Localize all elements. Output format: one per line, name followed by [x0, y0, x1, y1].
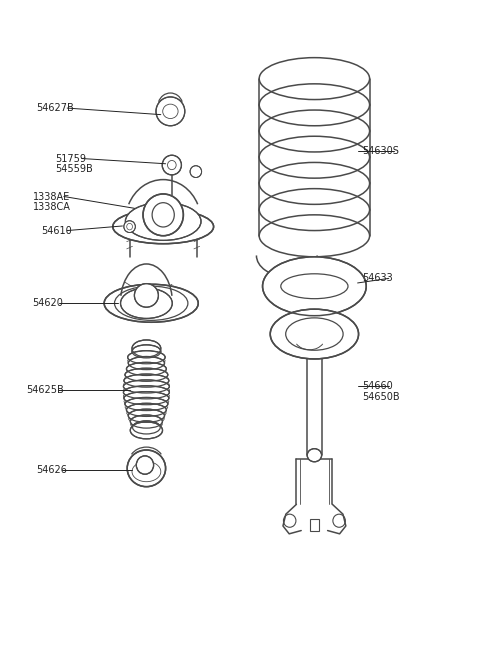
Text: 51759: 51759 — [55, 153, 86, 164]
Text: 1338AE: 1338AE — [33, 191, 70, 202]
Ellipse shape — [127, 450, 166, 487]
Ellipse shape — [130, 422, 163, 439]
Ellipse shape — [120, 288, 172, 318]
Text: 54633: 54633 — [362, 273, 393, 284]
Ellipse shape — [113, 210, 214, 244]
Text: 54627B: 54627B — [36, 103, 74, 113]
Ellipse shape — [123, 386, 169, 399]
Ellipse shape — [132, 340, 161, 357]
Ellipse shape — [136, 456, 154, 474]
Ellipse shape — [124, 392, 169, 405]
Text: 54630S: 54630S — [362, 145, 399, 156]
Ellipse shape — [126, 403, 167, 417]
Ellipse shape — [162, 155, 181, 175]
Text: 54620: 54620 — [33, 298, 63, 309]
Bar — [310, 519, 319, 531]
Ellipse shape — [125, 202, 201, 240]
Text: 54650B: 54650B — [362, 392, 400, 402]
Ellipse shape — [126, 362, 167, 375]
Ellipse shape — [123, 380, 169, 393]
Ellipse shape — [128, 409, 165, 422]
Text: 1338CA: 1338CA — [33, 202, 71, 212]
Ellipse shape — [131, 415, 162, 428]
Ellipse shape — [263, 257, 366, 316]
Text: 54660: 54660 — [362, 381, 393, 392]
Ellipse shape — [128, 350, 165, 364]
Ellipse shape — [124, 221, 135, 233]
Ellipse shape — [125, 398, 168, 411]
Ellipse shape — [156, 97, 185, 126]
Ellipse shape — [128, 356, 165, 369]
Ellipse shape — [124, 374, 169, 387]
Text: 54559B: 54559B — [55, 164, 93, 174]
Ellipse shape — [104, 284, 198, 322]
Ellipse shape — [143, 194, 183, 236]
Text: 54626: 54626 — [36, 464, 67, 475]
Ellipse shape — [270, 309, 359, 359]
Ellipse shape — [132, 345, 161, 358]
Ellipse shape — [134, 284, 158, 307]
Ellipse shape — [132, 421, 160, 434]
Ellipse shape — [190, 166, 202, 178]
Text: 54610: 54610 — [41, 225, 72, 236]
Ellipse shape — [125, 368, 168, 381]
Text: 54625B: 54625B — [26, 384, 64, 395]
Ellipse shape — [307, 449, 322, 462]
